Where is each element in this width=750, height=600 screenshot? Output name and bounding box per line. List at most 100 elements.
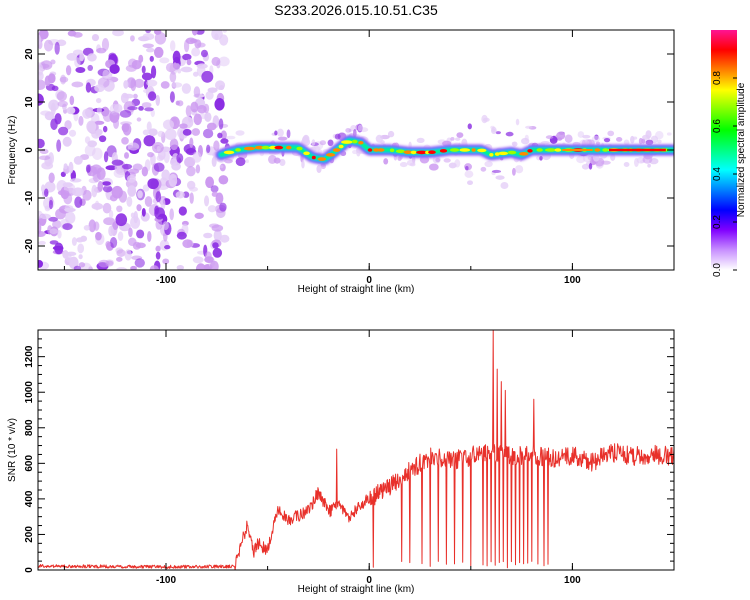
noise-blob xyxy=(101,38,110,51)
snr-plot-area xyxy=(38,330,674,570)
snr-ytick-label: 600 xyxy=(24,455,35,472)
noise-blob xyxy=(87,140,98,148)
halo-blob xyxy=(495,131,501,135)
noise-blob xyxy=(57,100,69,108)
noise-blob xyxy=(77,243,85,254)
hotspot xyxy=(477,148,487,153)
noise-blob xyxy=(213,229,222,242)
noise-blob xyxy=(212,242,219,249)
halo-blob xyxy=(277,136,288,141)
hotspot xyxy=(594,148,601,152)
hotspot xyxy=(519,152,529,156)
halo-blob xyxy=(484,160,493,168)
halo-blob xyxy=(525,125,533,129)
hotspot xyxy=(428,150,436,154)
noise-blob xyxy=(54,242,64,255)
ytick-label: 0 xyxy=(24,147,35,153)
hotspot xyxy=(332,148,341,152)
hotspot xyxy=(527,149,533,153)
snr-marks xyxy=(38,330,674,570)
noise-blob xyxy=(141,65,146,74)
colorbar: 0.0 0.2 0.4 0.6 0.8 Normalized spectral ampl… xyxy=(711,30,747,277)
noise-blob xyxy=(136,117,142,122)
colorbar-tick-label: 0.0 xyxy=(712,263,723,277)
noise-blob xyxy=(48,99,60,111)
noise-blob xyxy=(154,31,167,45)
noise-blob xyxy=(186,166,196,177)
noise-blob xyxy=(71,81,84,88)
noise-blob xyxy=(179,123,188,129)
noise-blob xyxy=(141,102,152,108)
noise-blob xyxy=(122,93,135,99)
noise-blob xyxy=(84,144,96,157)
noise-blob xyxy=(162,119,175,130)
noise-blob xyxy=(147,178,159,190)
halo-blob xyxy=(357,124,363,132)
ridge-hotspots xyxy=(223,139,669,161)
colorbar-tick-label: 0.2 xyxy=(712,215,723,229)
snr-ylabel: SNR (10 * v/v) xyxy=(7,418,18,482)
hotspot xyxy=(235,148,241,152)
hotspot xyxy=(340,140,353,144)
noise-blob xyxy=(150,65,157,79)
noise-blob xyxy=(155,94,161,107)
noise-blob xyxy=(93,221,100,231)
noise-blob xyxy=(162,221,169,231)
colorbar-label: Normalized spectral amplitude xyxy=(736,82,747,217)
noise-blob xyxy=(190,101,199,113)
noise-blob xyxy=(96,47,107,54)
noise-blob xyxy=(210,185,219,193)
colorbar-gradient xyxy=(711,30,737,270)
noise-blob xyxy=(171,162,181,171)
noise-blob xyxy=(161,169,171,181)
noise-blob xyxy=(116,256,123,262)
hotspot xyxy=(489,152,494,157)
halo-blob xyxy=(224,158,233,164)
noise-blob xyxy=(189,137,194,148)
noise-blob xyxy=(189,192,194,204)
noise-blob xyxy=(64,120,72,130)
snr-ytick-label: 1200 xyxy=(24,345,35,368)
noise-blob xyxy=(180,66,193,73)
hotspot xyxy=(286,145,292,150)
ytick-label: 20 xyxy=(24,48,35,60)
noise-blob xyxy=(211,56,221,67)
hotspot xyxy=(296,146,303,151)
noise-blob xyxy=(160,81,170,89)
noise-blob xyxy=(181,83,192,94)
halo-blob xyxy=(467,123,472,130)
noise-blob xyxy=(157,130,165,138)
noise-blob xyxy=(141,207,146,217)
noise-blob xyxy=(103,151,109,163)
halo-blob xyxy=(630,135,635,144)
noise-blob xyxy=(105,241,111,248)
halo-blob xyxy=(399,162,408,168)
noise-blob xyxy=(79,52,85,62)
noise-blob xyxy=(138,105,144,111)
halo-blob xyxy=(397,156,402,161)
noise-blob xyxy=(82,108,92,119)
noise-blob xyxy=(102,185,113,193)
noise-blob xyxy=(51,85,59,92)
noise-blob xyxy=(141,72,153,81)
noise-blob xyxy=(136,204,142,212)
noise-blob xyxy=(98,259,110,268)
noise-blob xyxy=(130,216,141,229)
halo-blob xyxy=(286,129,291,139)
hotspot xyxy=(311,155,316,160)
noise-blob xyxy=(72,31,83,38)
noise-blob xyxy=(78,262,86,268)
halo-blob xyxy=(514,165,524,174)
halo-blob xyxy=(540,140,550,145)
hotspot xyxy=(367,148,373,152)
noise-blob xyxy=(211,191,219,197)
noise-blob xyxy=(56,139,62,152)
noise-blob xyxy=(160,197,166,211)
noise-blob xyxy=(116,249,126,257)
noise-blob xyxy=(218,56,230,67)
noise-blob xyxy=(203,232,213,239)
noise-blob xyxy=(215,80,226,91)
noise-blob xyxy=(113,117,120,130)
noise-blob xyxy=(184,156,196,168)
